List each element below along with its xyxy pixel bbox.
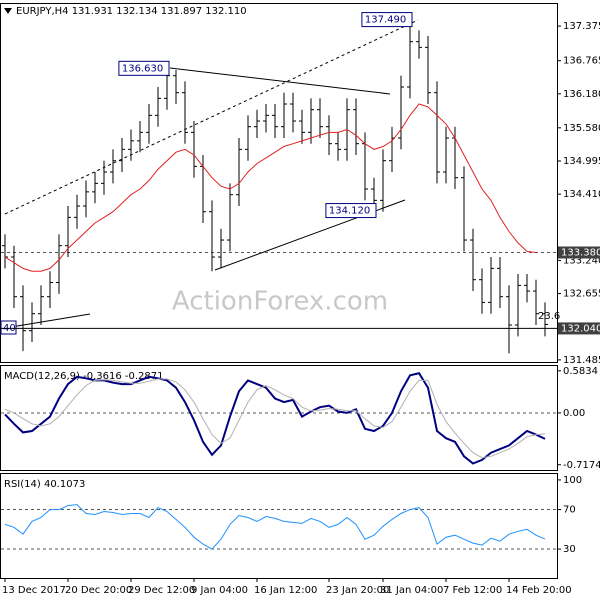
- level-label: 132.040: [561, 323, 600, 334]
- annotation-box: [361, 12, 413, 28]
- plot-layer: 137.375 136.765 136.180 135.580 134.995 134.4…: [1, 12, 600, 596]
- x-tick-label: 29 Dec 12:00: [128, 585, 195, 596]
- y-tick-label: 30: [563, 544, 576, 555]
- rsi-title: RSI(14) 40.1073: [4, 479, 85, 490]
- trend-line: [169, 67, 391, 95]
- y-tick-label: 133.240: [563, 255, 600, 266]
- y-tick-label: 136.180: [563, 89, 600, 100]
- y-tick-label: 132.655: [563, 289, 600, 300]
- rsi-pane-frame: [0, 473, 558, 579]
- price-pane-frame: [0, 3, 558, 363]
- symbol-icon: [4, 8, 12, 14]
- fib-label: 23.6: [538, 311, 560, 322]
- annotation-box: [325, 203, 377, 219]
- x-tick-label: 14 Feb 20:00: [506, 585, 572, 596]
- indicator-line: [4, 103, 537, 272]
- annotation-box: [0, 320, 17, 335]
- watermark: ActionForex.com: [172, 287, 388, 317]
- price-title: EURJPY,H4 131.931 132.134 131.897 132.11…: [16, 6, 247, 17]
- trend-line: [4, 313, 91, 329]
- x-tick-label: 16 Jan 12:00: [254, 585, 317, 596]
- level-label: 133.380: [561, 247, 600, 258]
- y-tick-label: 136.765: [563, 56, 600, 67]
- x-tick-label: 9 Jan 04:00: [191, 585, 248, 596]
- y-tick-label: 137.375: [563, 21, 600, 32]
- level-label-box: [558, 246, 600, 259]
- x-tick-label: 20 Dec 20:00: [65, 585, 132, 596]
- indicator-line: [4, 504, 546, 550]
- annotation: 136.630: [122, 63, 163, 74]
- y-tick-label: 0.00: [563, 408, 585, 419]
- y-tick-label: 131.485: [563, 355, 600, 366]
- x-tick-label: 13 Dec 2017: [2, 585, 66, 596]
- macd-title: MACD(12,26,9) -0.3616 -0.2871: [4, 371, 164, 382]
- channel-line: [4, 19, 419, 215]
- annotation-box: [118, 60, 170, 76]
- annotation: 134.120: [329, 206, 370, 217]
- annotation: 137.490: [365, 15, 406, 26]
- indicator-line: [4, 378, 546, 459]
- level-label-box: [558, 322, 600, 335]
- y-tick-label: 134.995: [563, 156, 600, 167]
- y-tick-label: -0.7174: [563, 460, 600, 471]
- x-tick-label: 31 Jan 04:00: [380, 585, 443, 596]
- y-tick-label: 0.5834: [563, 366, 598, 377]
- macd-pane-frame: [0, 365, 558, 471]
- y-tick-label: 100: [563, 475, 582, 486]
- y-tick-label: 70: [563, 505, 576, 516]
- x-tick-label: 7 Feb 12:00: [443, 585, 502, 596]
- x-tick-label: 23 Jan 20:00: [326, 585, 389, 596]
- y-tick-label: 135.580: [563, 123, 600, 134]
- y-tick-label: 134.410: [563, 189, 600, 200]
